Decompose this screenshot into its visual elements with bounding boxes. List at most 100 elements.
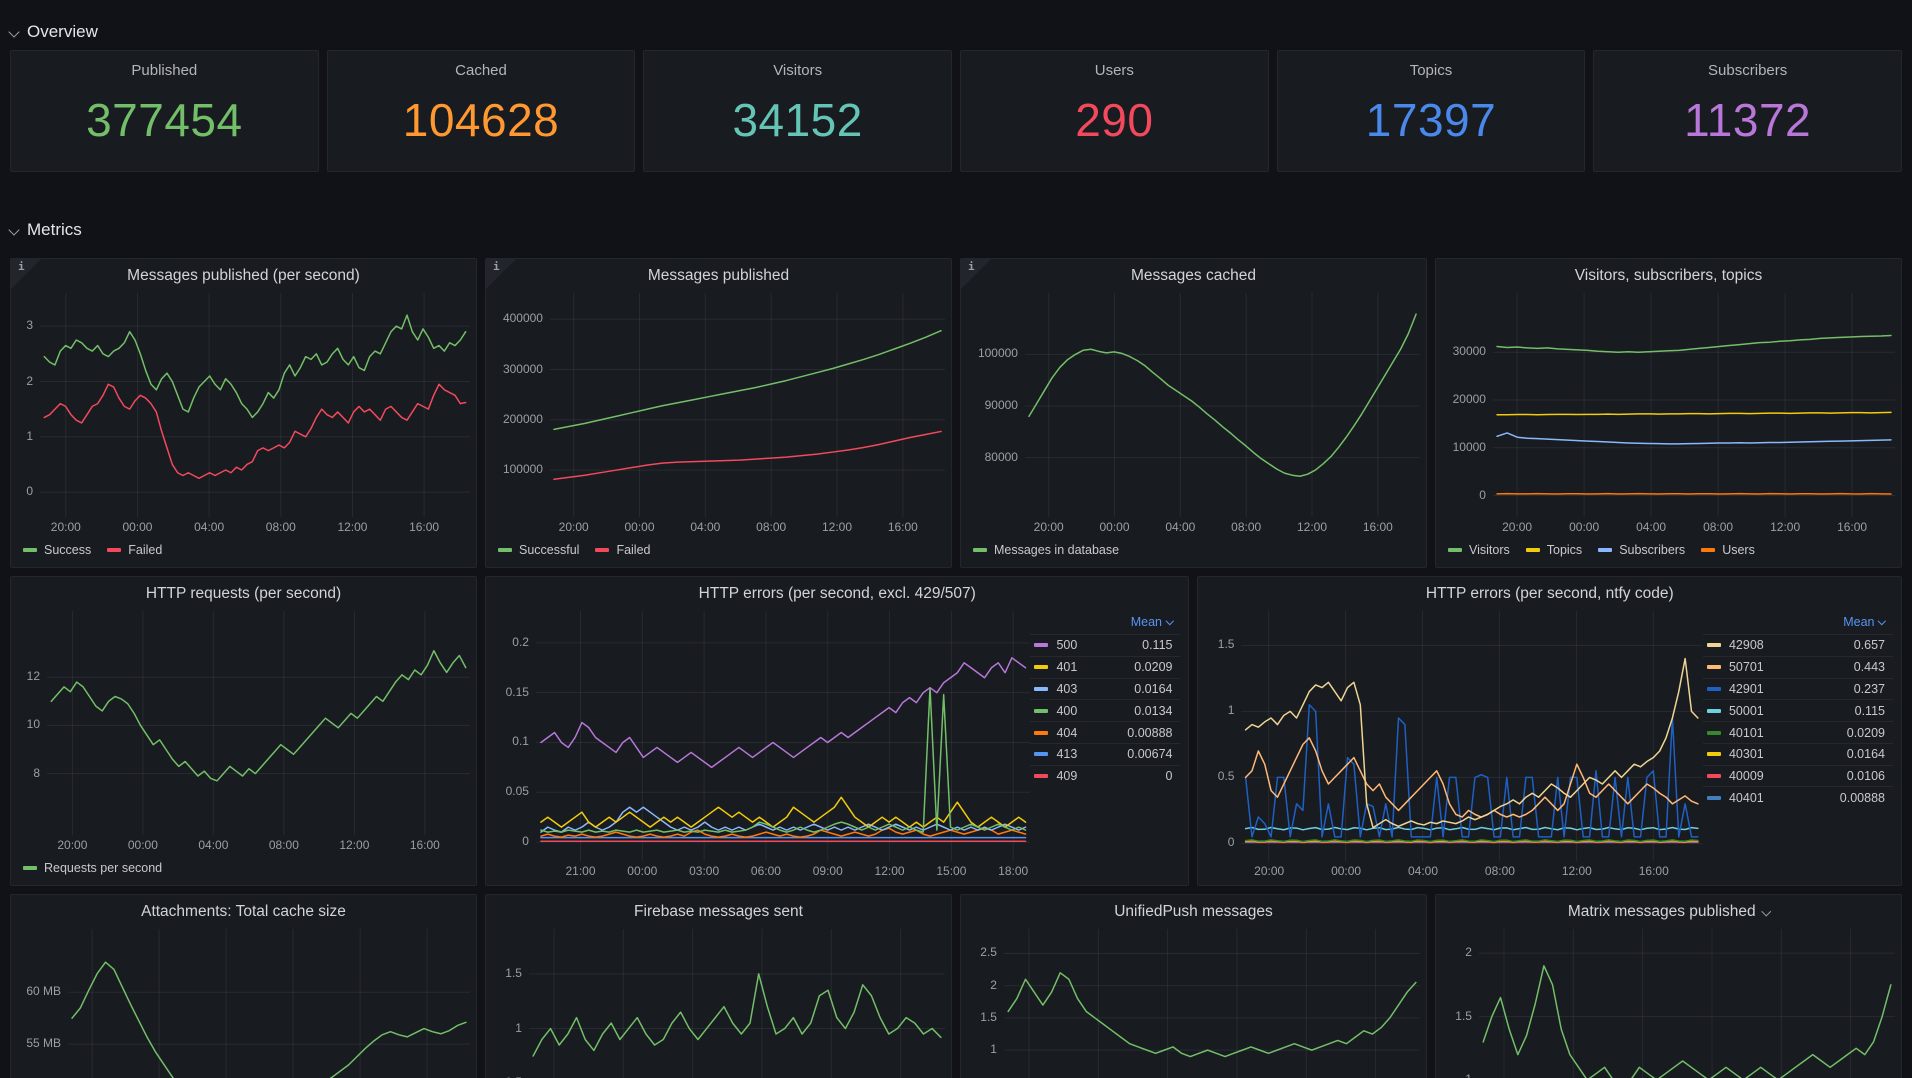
chart-title[interactable]: Messages published (per second): [127, 267, 360, 284]
y-axis-tick-label: 10000: [1452, 439, 1486, 454]
legend-label[interactable]: 40301: [1728, 747, 1764, 762]
x-axis-tick-label: 20:00: [1033, 520, 1064, 534]
legend-item-Successful[interactable]: Successful: [497, 543, 580, 557]
legend-row-404: 404 0.00888: [1030, 721, 1181, 743]
stat-panel-cached: Cached 104628: [326, 50, 636, 172]
chart-content: 3 2 1 0 20:00 00:00 04:00 08:00 12:00 16:00 Succes…: [11, 293, 476, 567]
chart-title[interactable]: Visitors, subscribers, topics: [1574, 267, 1763, 284]
legend-item-Requests per second[interactable]: Requests per second: [23, 861, 162, 875]
chart-area: 400000 300000 200000 100000 20:00 00:00 04:00 0…: [492, 293, 945, 563]
x-axis-tick-label: 08:00: [1484, 864, 1515, 878]
legend-label[interactable]: 403: [1056, 681, 1078, 696]
stat-value: 104628: [402, 94, 560, 146]
legend-label[interactable]: 50701: [1728, 660, 1764, 675]
legend-label[interactable]: 413: [1056, 747, 1078, 762]
legend-label[interactable]: 42908: [1728, 638, 1764, 653]
chart-panel-3: Visitors, subscribers, topics 30000 20000 1…: [1434, 258, 1902, 568]
x-axis-tick-label: 16:00: [1837, 520, 1868, 534]
series-line-Successful: [554, 331, 941, 430]
chart-title[interactable]: HTTP errors (per second, excl. 429/507): [698, 585, 976, 602]
panel-info-corner[interactable]: [485, 259, 516, 289]
legend-label[interactable]: 400: [1056, 703, 1078, 718]
chart-area: 1.5 1 0.5: [492, 929, 945, 1078]
chart-title[interactable]: UnifiedPush messages: [1114, 903, 1273, 920]
legend-label[interactable]: 404: [1056, 725, 1078, 740]
legend-item-Subscribers[interactable]: Subscribers: [1598, 543, 1685, 557]
x-axis-tick-label: 00:00: [1099, 520, 1130, 534]
legend-sort-mean[interactable]: Mean: [1703, 611, 1893, 634]
legend-label: Visitors: [1468, 543, 1510, 557]
chart-area: 1.5 1 0.5 0 20:00 00:00 04:00 08:00 12:00 16:00: [1204, 611, 1703, 881]
collapse-chevron-icon: [8, 224, 20, 236]
legend-item-Success[interactable]: Success: [23, 543, 91, 557]
legend-label[interactable]: 500: [1056, 638, 1078, 653]
legend-swatch-icon: [1706, 643, 1721, 648]
legend-item-Failed[interactable]: Failed: [107, 543, 162, 557]
chart-main: 2.5 2 1.5 1: [967, 929, 1420, 1078]
x-axis: 20:00 00:00 04:00 08:00 12:00 16:00: [1241, 861, 1703, 881]
x-axis: 21:00 00:00 03:00 06:00 09:00 12:00 15:00 18:00: [536, 861, 1031, 881]
y-axis: 3 2 1 0: [17, 293, 40, 517]
legend-table: Mean 42908 0.657 50701 0.443 42901 0.237 50001 0…: [1702, 611, 1895, 881]
chart-title[interactable]: HTTP errors (per second, ntfy code): [1425, 585, 1674, 602]
legend-mean-value: 0.115: [1142, 638, 1173, 653]
legend-item-Failed[interactable]: Failed: [595, 543, 650, 557]
legend-label[interactable]: 42901: [1728, 681, 1764, 696]
chart-svg: [1004, 929, 1420, 1078]
collapse-chevron-icon: [8, 26, 20, 38]
chart-title[interactable]: Messages cached: [1131, 267, 1256, 284]
series-line-400: [541, 688, 1026, 832]
chart-header: Attachments: Total cache size: [11, 895, 476, 929]
chart-svg: [40, 293, 470, 517]
chart-title[interactable]: Messages published: [647, 267, 790, 284]
legend-label: Successful: [518, 543, 580, 557]
y-axis-tick-label: 30000: [1452, 344, 1486, 359]
legend-label[interactable]: 401: [1056, 660, 1078, 675]
plot-area: [40, 293, 470, 517]
chevron-down-icon: [1878, 617, 1887, 625]
legend-label[interactable]: 40009: [1728, 769, 1764, 784]
chart-title[interactable]: Firebase messages sent: [634, 903, 803, 920]
stat-value: 377454: [86, 94, 243, 146]
legend-mean-value: 0.0164: [1846, 747, 1885, 762]
y-axis-tick-label: 1: [1465, 1072, 1472, 1078]
section-header-overview[interactable]: Overview: [8, 8, 1902, 42]
legend-item-Users[interactable]: Users: [1701, 543, 1755, 557]
y-axis-tick-label: 2: [990, 977, 997, 992]
chart-main: 400000 300000 200000 100000: [492, 293, 945, 517]
chart-svg: [68, 929, 470, 1078]
stat-title: Published: [131, 62, 198, 79]
chart-content: 1.5 1 0.5 0 20:00 00:00 04:00 08:00 12:00 16:00 Me…: [1198, 611, 1901, 885]
legend-swatch-icon: [1447, 548, 1462, 552]
legend-row-40101: 40101 0.0209: [1702, 721, 1893, 743]
x-axis-tick-label: 08:00: [1703, 520, 1734, 534]
section-header-metrics[interactable]: Metrics: [8, 180, 1902, 250]
legend-label[interactable]: 50001: [1728, 703, 1764, 718]
chart-title[interactable]: Attachments: Total cache size: [141, 903, 346, 920]
chart-panel-1: i Messages published 400000 300000 200000 100…: [484, 258, 952, 568]
chart-title[interactable]: Matrix messages published: [1567, 903, 1756, 920]
legend-swatch-icon: [1034, 665, 1049, 670]
chart-content: 1.5 1 0.5: [486, 929, 951, 1078]
series-line-42901: [1246, 705, 1698, 837]
x-axis-tick-label: 20:00: [558, 520, 589, 534]
chart-title[interactable]: HTTP requests (per second): [145, 585, 342, 602]
plot-area: [536, 611, 1031, 861]
legend-item-Visitors[interactable]: Visitors: [1447, 543, 1510, 557]
x-axis-tick-label: 16:00: [409, 838, 440, 852]
legend-sort-mean[interactable]: Mean: [1030, 611, 1180, 634]
series-line-404: [541, 828, 1026, 837]
x-axis-tick-label: 18:00: [998, 864, 1029, 878]
legend-label[interactable]: 409: [1056, 769, 1078, 784]
legend-item-Topics[interactable]: Topics: [1525, 543, 1582, 557]
y-axis: 400000 300000 200000 100000: [492, 293, 550, 517]
panel-info-corner[interactable]: [960, 259, 991, 289]
legend-label[interactable]: 40401: [1728, 790, 1764, 805]
legend-label[interactable]: 40101: [1728, 725, 1764, 740]
series-line-500: [541, 658, 1026, 768]
legend-item-Messages in database[interactable]: Messages in database: [972, 543, 1119, 557]
y-axis-tick-label: 80000: [984, 449, 1018, 464]
panel-info-corner[interactable]: [11, 259, 41, 289]
panel-menu-chevron-icon[interactable]: [1761, 906, 1771, 916]
